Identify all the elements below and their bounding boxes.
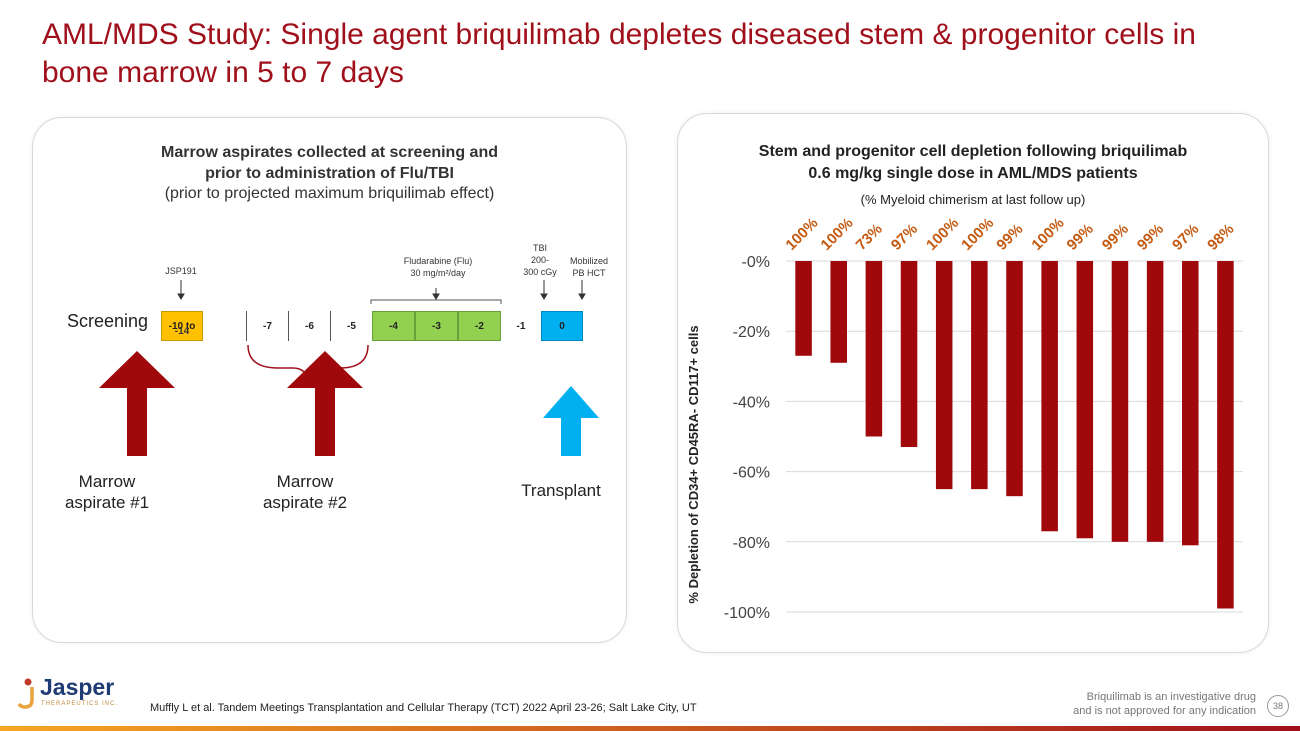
marrow-aspirate-1-line1: Marrow [78, 472, 136, 491]
chart-title: Stem and progenitor cell depletion follo… [678, 141, 1268, 185]
chart-panel: Stem and progenitor cell depletion follo… [677, 113, 1269, 653]
footer-reference: Muffly L et al. Tandem Meetings Transpla… [150, 702, 697, 714]
slide-title: AML/MDS Study: Single agent briquilimab … [42, 18, 1196, 89]
bar [865, 261, 883, 437]
timeline-subheading: (prior to projected maximum briquilimab … [164, 185, 495, 202]
tbi-label-line3: 300 cGy [523, 267, 557, 277]
marrow-aspirate-2-arrow [287, 351, 363, 456]
page-number: 38 [1267, 695, 1289, 717]
logo-subtitle: THERAPEUTICS INC. [41, 701, 119, 707]
marrow-aspirate-2-line2: aspirate #2 [262, 493, 348, 512]
screening-label: Screening [67, 311, 149, 331]
chart-subtitle: (% Myeloid chimerism at last follow up) [860, 192, 1086, 207]
jsp191-pointer-head [177, 293, 185, 300]
bar [1006, 261, 1023, 497]
chart-title-line1: Stem and progenitor cell depletion follo… [758, 143, 1188, 160]
chimerism-label: 99% [1134, 221, 1167, 254]
chimerism-label: 100% [818, 215, 857, 254]
tbi-label-line2: 200- [530, 255, 549, 265]
fludarabine-label: Fludarabine (Flu) 30 mg/m²/day [388, 255, 488, 279]
marrow-aspirate-1-line2: aspirate #1 [64, 493, 150, 512]
day-minus7-cell: -7 [246, 311, 288, 341]
day-screening-line1: -10 to [168, 320, 196, 332]
jasper-logo: Jasper THERAPEUTICS INC. [18, 674, 138, 712]
tbi-label: TBI 200- 300 cGy [518, 242, 562, 278]
disclaimer-line1: Briquilimab is an investigative drug [1086, 691, 1256, 703]
footer-disclaimer: Briquilimab is an investigative drug and… [1073, 690, 1256, 718]
hct-label-line2: PB HCT [572, 268, 606, 278]
chart-title-line2: 0.6 mg/kg single dose in AML/MDS patient… [808, 165, 1138, 182]
y-tick-label: -80% [733, 535, 770, 552]
timeline-heading-line2: prior to administration of Flu/TBI [205, 165, 454, 182]
chimerism-label: 100% [958, 215, 997, 254]
tbi-pointer-head [540, 293, 548, 300]
bar [830, 261, 847, 363]
bar [1217, 261, 1234, 609]
bottom-accent-bar [0, 726, 1300, 731]
chimerism-label: 99% [993, 221, 1026, 254]
hct-label: Mobilized PB HCT [561, 255, 617, 279]
chimerism-label: 99% [1099, 221, 1132, 254]
timeline-panel: Marrow aspirates collected at screening … [32, 117, 627, 643]
timeline-heading-line1: Marrow aspirates collected at screening … [160, 144, 498, 161]
timeline-heading: Marrow aspirates collected at screening … [33, 142, 626, 184]
chimerism-label: 100% [1028, 215, 1067, 254]
bar [1041, 261, 1058, 532]
depletion-bar-chart: -0% -20% -40% -60% -80% -100% % Depletion of C… [686, 215, 1243, 622]
disclaimer-line2: and is not approved for any indication [1073, 705, 1256, 717]
day-minus2-cell: -2 [458, 311, 501, 341]
day-minus5-cell: -5 [330, 311, 372, 341]
marrow-aspirate-1-label: Marrow aspirate #1 [47, 471, 167, 513]
chimerism-label: 97% [888, 221, 921, 254]
chimerism-label: 100% [923, 215, 962, 254]
day-minus3-cell: -3 [415, 311, 458, 341]
bar [971, 261, 988, 490]
flu-bracket [370, 299, 502, 304]
day-minus4-cell: -4 [372, 311, 415, 341]
y-tick-label: -60% [733, 465, 770, 482]
day-screening-cell: -10 to [161, 311, 203, 341]
chimerism-label: 97% [1169, 221, 1202, 254]
bar [1111, 261, 1129, 542]
transplant-arrow [543, 386, 599, 456]
y-tick-label: -100% [724, 605, 770, 622]
bar [1182, 261, 1199, 546]
jsp191-label: JSP191 [165, 266, 197, 276]
day-minus6-cell: -6 [288, 311, 330, 341]
jasper-logo-icon [18, 678, 34, 709]
marrow-aspirate-2-line1: Marrow [276, 472, 334, 491]
day-screening-line2: -14 [174, 326, 190, 337]
logo-name: Jasper [40, 674, 115, 700]
y-axis-label: % Depletion of CD34+ CD45RA- CD117+ cell… [686, 325, 701, 603]
marrow-aspirate-1-arrow [99, 351, 175, 456]
chimerism-label: 99% [1064, 221, 1097, 254]
marrow-aspirate-2-label: Marrow aspirate #2 [245, 471, 365, 513]
timeline-graphics [99, 280, 599, 456]
chimerism-label: 73% [853, 221, 886, 254]
bar [900, 261, 918, 448]
chimerism-label: 98% [1204, 221, 1237, 254]
hct-label-line1: Mobilized [569, 256, 609, 266]
day-minus1-cell: -1 [516, 320, 526, 332]
hct-pointer-head [578, 293, 586, 300]
fludarabine-label-line2: 30 mg/m²/day [410, 268, 466, 278]
day-0-cell: 0 [541, 311, 583, 341]
y-tick-label: -40% [733, 394, 770, 411]
y-tick-label: -20% [733, 324, 770, 341]
chimerism-label: 100% [782, 215, 821, 254]
y-tick-label: -0% [742, 254, 770, 271]
fludarabine-label-line1: Fludarabine (Flu) [403, 256, 473, 266]
bar [795, 261, 812, 356]
bar [935, 261, 953, 490]
transplant-label: Transplant [521, 481, 601, 500]
bar [1076, 261, 1094, 539]
flu-pointer-head [432, 293, 440, 300]
tbi-label-line1: TBI [532, 243, 547, 253]
bar [1146, 261, 1164, 542]
